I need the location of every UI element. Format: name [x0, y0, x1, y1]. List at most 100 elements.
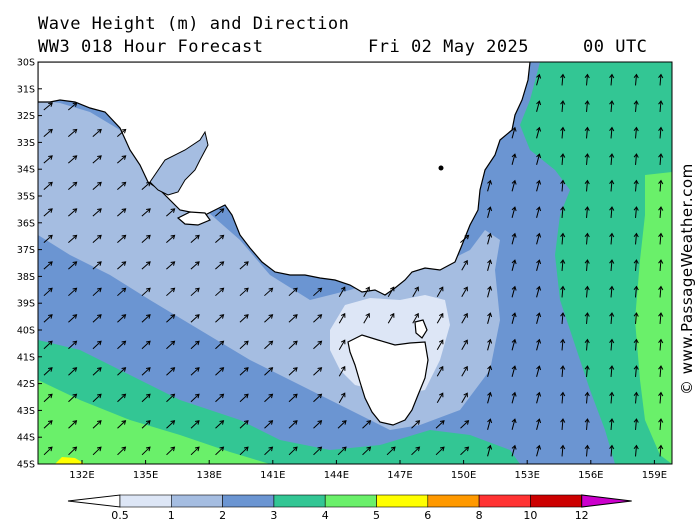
wave-arrow [239, 314, 249, 323]
map-title: Wave Height (m) and Direction [38, 14, 350, 34]
wave-field [38, 62, 672, 464]
wave-arrow [117, 155, 127, 164]
wave-arrow [239, 367, 249, 376]
lon-label: 156E [578, 470, 603, 481]
wave-arrow [461, 312, 468, 324]
wave-arrow [461, 286, 468, 298]
wave-arrow [117, 181, 127, 190]
wave-arrow [239, 393, 249, 403]
map-frame [37, 61, 673, 465]
wave-arrow [609, 418, 615, 431]
wave-arrow [363, 312, 370, 324]
wave-arrow [215, 393, 225, 403]
wave-arrow [92, 128, 102, 137]
forecast-subtitle: WW3 018 Hour Forecast [38, 37, 264, 57]
colorbar-label: 4 [322, 509, 329, 522]
wave-arrow [435, 446, 445, 456]
wave-arrow [658, 206, 664, 219]
longitude-axis: 132E 135E 138E 141E 144E 147E 150E 153E 156E 159E [69, 460, 667, 481]
wave-arrow [560, 179, 566, 192]
wave-arrow [68, 208, 78, 217]
wave-arrow [609, 179, 615, 192]
wave-arrow [239, 261, 249, 270]
wave-arrow [387, 312, 395, 324]
wave-arrow [633, 418, 639, 431]
wave-arrow [264, 367, 274, 376]
colorbar-label: 6 [424, 509, 431, 522]
wave-arrow [313, 340, 323, 350]
wave-arrow [92, 261, 102, 270]
wave-arrow [536, 338, 542, 351]
wave-arrow [633, 126, 639, 139]
wave-arrow [609, 126, 615, 139]
wave-arrow [264, 446, 274, 456]
wave-arrow [117, 393, 127, 403]
wave-arrow [141, 287, 151, 297]
wave-arrow [68, 261, 78, 270]
wave-arrow [166, 261, 176, 270]
tasmania [347, 334, 429, 426]
wave-arrow [43, 340, 53, 350]
wave-arrow [117, 208, 127, 217]
wave-arrow [264, 314, 274, 323]
wave-arrow [190, 261, 200, 270]
wave-arrow [560, 418, 566, 431]
wave-arrow [584, 206, 590, 219]
wave-arrow [239, 420, 249, 429]
wave-arrow [658, 232, 664, 245]
lat-label: 44S [17, 433, 35, 444]
wave-arrow [633, 179, 639, 192]
wave-arrow [166, 393, 176, 403]
wave-arrow [141, 420, 151, 429]
wave-arrow [584, 153, 590, 166]
wave-arrow [560, 126, 566, 139]
lord-howe-island [438, 165, 444, 171]
wave-arrow [264, 393, 274, 403]
wave-arrow [584, 73, 590, 86]
lat-label: 43S [17, 406, 35, 417]
wave-arrow [215, 314, 225, 323]
wave-arrow [584, 365, 590, 378]
wave-arrow [511, 206, 517, 218]
wave-arrow [117, 314, 127, 323]
wave-arrow [166, 446, 176, 456]
wave-arrow [141, 234, 151, 244]
wave-arrow [584, 285, 590, 298]
kangaroo-island [176, 211, 211, 226]
wave-arrow [412, 312, 419, 324]
wave-arrow [43, 393, 53, 403]
wave-arrow [658, 100, 664, 113]
wave-arrow [43, 367, 53, 376]
wave-arrow [68, 287, 78, 297]
wave-arrow [190, 393, 200, 403]
lat-label: 40S [17, 326, 35, 337]
wave-arrow [288, 314, 298, 323]
wave-arrow [560, 153, 566, 166]
wave-arrow [560, 259, 566, 272]
wave-arrow [92, 287, 102, 297]
band-4-5m-southwest [38, 380, 270, 464]
wave-arrow [609, 312, 615, 325]
wave-arrow [264, 420, 274, 429]
lon-label: 147E [387, 470, 412, 481]
wave-arrow [215, 420, 225, 429]
wave-arrow [511, 444, 517, 457]
wave-arrow [584, 391, 590, 404]
wave-arrow [239, 446, 249, 456]
wave-arrow [337, 420, 347, 429]
colorbar-label: 8 [476, 509, 483, 522]
lon-label: 153E [514, 470, 539, 481]
wave-arrow [436, 339, 444, 351]
wave-arrow [141, 393, 151, 403]
wave-arrow [141, 181, 151, 190]
wave-arrow [166, 367, 176, 376]
colorbar-high-end [581, 494, 632, 508]
lat-label: 35S [17, 192, 35, 203]
lat-label: 38S [17, 272, 35, 283]
wave-arrow [436, 312, 444, 324]
wave-arrow [190, 420, 200, 429]
wave-arrow [536, 259, 542, 271]
wave-arrow [43, 208, 53, 217]
wave-direction-arrows [43, 73, 664, 457]
wave-arrow [313, 446, 323, 456]
